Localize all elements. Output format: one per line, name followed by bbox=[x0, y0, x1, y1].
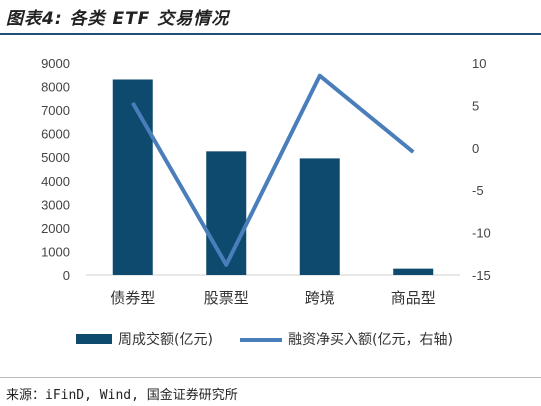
legend-bar-swatch bbox=[76, 334, 112, 344]
category-labels: 债券型 股票型 跨境 商品型 bbox=[110, 289, 436, 307]
bar-0 bbox=[112, 79, 153, 275]
left-tick-label: 8000 bbox=[41, 80, 70, 95]
left-tick-label: 2000 bbox=[41, 221, 70, 236]
line-path bbox=[131, 73, 415, 267]
category-label: 债券型 bbox=[110, 289, 155, 307]
bar-series bbox=[112, 79, 434, 275]
legend-line-label: 融资净买入额(亿元，右轴) bbox=[288, 332, 453, 348]
left-tick-label: 0 bbox=[63, 268, 70, 283]
right-tick-label: 0 bbox=[472, 141, 479, 156]
right-tick-label: -15 bbox=[472, 268, 491, 283]
source-note: 来源：iFinD, Wind, 国金证券研究所 bbox=[6, 388, 238, 403]
title-divider bbox=[0, 33, 541, 35]
right-tick-label: -5 bbox=[472, 183, 484, 198]
category-label: 商品型 bbox=[391, 289, 436, 307]
category-label: 股票型 bbox=[204, 289, 249, 307]
left-tick-label: 4000 bbox=[41, 174, 70, 189]
bar-2 bbox=[299, 158, 340, 275]
left-tick-label: 9000 bbox=[41, 56, 70, 71]
right-axis-ticks: 10 5 0 -5 -10 -15 bbox=[472, 56, 491, 283]
left-tick-label: 1000 bbox=[41, 244, 70, 259]
bar-3 bbox=[393, 268, 434, 275]
line-series bbox=[131, 73, 415, 267]
legend: 周成交额(亿元) 融资净买入额(亿元，右轴) bbox=[76, 331, 453, 348]
category-label: 跨境 bbox=[305, 289, 335, 307]
left-tick-label: 5000 bbox=[41, 150, 70, 165]
right-tick-label: 10 bbox=[472, 56, 486, 71]
left-axis-ticks: 9000 8000 7000 6000 5000 4000 3000 2000 1000 0 bbox=[41, 56, 70, 283]
source-divider bbox=[0, 377, 541, 378]
left-tick-label: 7000 bbox=[41, 103, 70, 118]
bar-1 bbox=[206, 151, 247, 275]
right-tick-label: 5 bbox=[472, 98, 479, 113]
left-tick-label: 6000 bbox=[41, 127, 70, 142]
left-tick-label: 3000 bbox=[41, 197, 70, 212]
right-tick-label: -10 bbox=[472, 226, 491, 241]
legend-bar-label: 周成交额(亿元) bbox=[118, 331, 213, 348]
chart-title: 图表4: 各类 ETF 交易情况 bbox=[6, 9, 230, 29]
